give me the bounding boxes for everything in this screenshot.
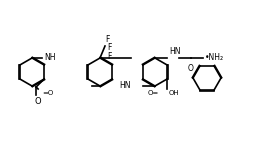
Text: =O: =O <box>42 90 53 96</box>
Text: F: F <box>107 44 111 52</box>
Text: HN: HN <box>169 47 180 56</box>
Text: F: F <box>107 52 111 61</box>
Text: O: O <box>188 64 194 73</box>
Text: O=: O= <box>148 90 159 96</box>
Text: NH: NH <box>44 54 56 63</box>
Text: O: O <box>35 96 41 105</box>
Text: F: F <box>105 35 109 44</box>
Text: •NH₂: •NH₂ <box>205 54 224 63</box>
Text: OH: OH <box>169 90 180 96</box>
Text: HN: HN <box>120 81 131 90</box>
